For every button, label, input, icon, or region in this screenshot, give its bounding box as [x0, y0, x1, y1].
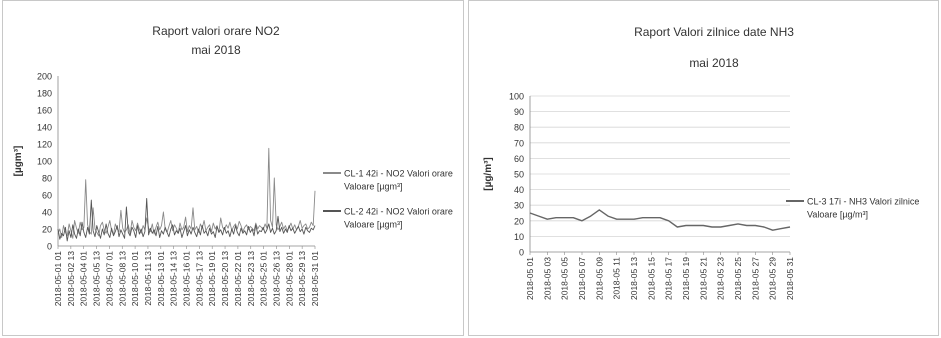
- nh3-chart-panel: Raport Valori zilnice date NH3 mai 2018 [µ…: [468, 0, 939, 336]
- y-tick-label: 0: [519, 248, 524, 258]
- y-tick-label: 10: [514, 232, 524, 242]
- x-tick-label: 2018-05 07: [577, 257, 587, 300]
- x-tick-label: 2018-05-17 13: [194, 251, 204, 307]
- y-tick-label: 120: [37, 140, 52, 150]
- x-tick-label: 2018-05-22 01: [233, 251, 243, 307]
- x-tick-label: 2018-05-08 13: [117, 251, 127, 307]
- chart-title: Raport valori orare NO2: [152, 24, 280, 38]
- x-tick-label: 2018-05 29: [768, 257, 778, 300]
- x-tick-label: 2018-05-20 13: [220, 251, 230, 307]
- y-axis-label: [µg/m³]: [483, 157, 494, 191]
- x-tick-label: 2018-05 17: [664, 257, 674, 300]
- x-tick-label: 2018-05-23 13: [246, 251, 256, 307]
- chart-subtitle: mai 2018: [191, 43, 241, 57]
- x-tick-label: 2018-05-11 13: [143, 251, 153, 306]
- y-tick-label: 40: [42, 208, 52, 218]
- x-tick-label: 2018-05-04 01: [79, 251, 89, 307]
- x-tick-label: 2018-05 09: [594, 257, 604, 300]
- x-tick-label: 2018-05 05: [560, 257, 570, 300]
- y-tick-label: 60: [42, 191, 52, 201]
- y-tick-label: 60: [514, 154, 524, 164]
- x-tick-label: 2018-05 01: [525, 257, 535, 300]
- y-tick-label: 90: [514, 107, 524, 117]
- x-tick-label: 2018-05-31 01: [310, 251, 320, 307]
- x-tick-label: 2018-05 25: [733, 257, 743, 300]
- legend-label: CL-3 17i - NH3 Valori zilnice Valoare [µg…: [807, 197, 919, 220]
- legend-label: CL-1 42i - NO2 Valori orare Valoare [µgm³…: [344, 169, 453, 192]
- x-tick-label: 2018-05-28 01: [284, 251, 294, 307]
- x-tick-label: 2018-05-25 01: [259, 251, 269, 307]
- y-tick-label: 80: [514, 123, 524, 133]
- series-line-1: [57, 147, 316, 239]
- chart-title: Raport Valori zilnice date NH3: [634, 25, 794, 39]
- x-tick-label: 2018-05 13: [629, 257, 639, 300]
- y-tick-label: 20: [514, 216, 524, 226]
- y-tick-label: 200: [37, 72, 52, 82]
- x-tick-label: 2018-05 11: [612, 257, 622, 300]
- x-tick-label: 2018-05 19: [681, 257, 691, 300]
- x-tick-label: 2018-05 03: [542, 257, 552, 300]
- no2-chart-panel: Raport valori orare NO2 mai 2018 [µgm³] 0 20…: [2, 0, 464, 336]
- y-tick-label: 180: [37, 89, 52, 99]
- series-line-2: [57, 197, 316, 242]
- x-tick-label: 2018-05-05 13: [92, 251, 102, 307]
- y-tick-label: 40: [514, 185, 524, 195]
- x-tick-label: 2018-05 27: [750, 257, 760, 300]
- y-tick-label: 30: [514, 201, 524, 211]
- x-tick-label: 2018-05-07 01: [104, 251, 114, 307]
- chart-subtitle: mai 2018: [689, 56, 739, 70]
- y-tick-label: 140: [37, 123, 52, 133]
- y-tick-label: 100: [509, 92, 524, 102]
- y-tick-label: 160: [37, 106, 52, 116]
- x-tick-label: 2018-05-14 13: [169, 251, 179, 307]
- x-tick-label: 2018-05-29 13: [297, 251, 307, 307]
- x-tick-label: 2018-05-02 13: [66, 251, 76, 307]
- y-tick-label: 70: [514, 138, 524, 148]
- nh3-chart: Raport Valori zilnice date NH3 mai 2018 [µ…: [483, 25, 919, 300]
- x-tick-label: 2018-05-13 01: [156, 251, 166, 307]
- y-tick-label: 50: [514, 170, 524, 180]
- y-tick-label: 0: [47, 242, 52, 252]
- y-tick-label: 20: [42, 225, 52, 235]
- x-tick-label: 2018-05-10 01: [130, 251, 140, 307]
- x-tick-label: 2018-05 31: [785, 257, 795, 300]
- y-tick-label: 100: [37, 157, 52, 167]
- y-tick-label: 80: [42, 174, 52, 184]
- legend-label: CL-2 42i - NO2 Valori orare Valoare [µgm³…: [344, 207, 453, 230]
- x-tick-label: 2018-05-19 01: [207, 251, 217, 307]
- y-axis-label: [µgm³]: [13, 146, 24, 177]
- x-tick-label: 2018-05 23: [716, 257, 726, 300]
- series-line-1: [529, 209, 791, 231]
- x-tick-label: 2018-05 21: [698, 257, 708, 300]
- x-tick-label: 2018-05 15: [646, 257, 656, 300]
- x-tick-label: 2018-05-16 01: [182, 251, 192, 307]
- x-tick-label: 2018-05-26 13: [271, 251, 281, 307]
- x-tick-label: 2018-05-01 01: [53, 251, 63, 307]
